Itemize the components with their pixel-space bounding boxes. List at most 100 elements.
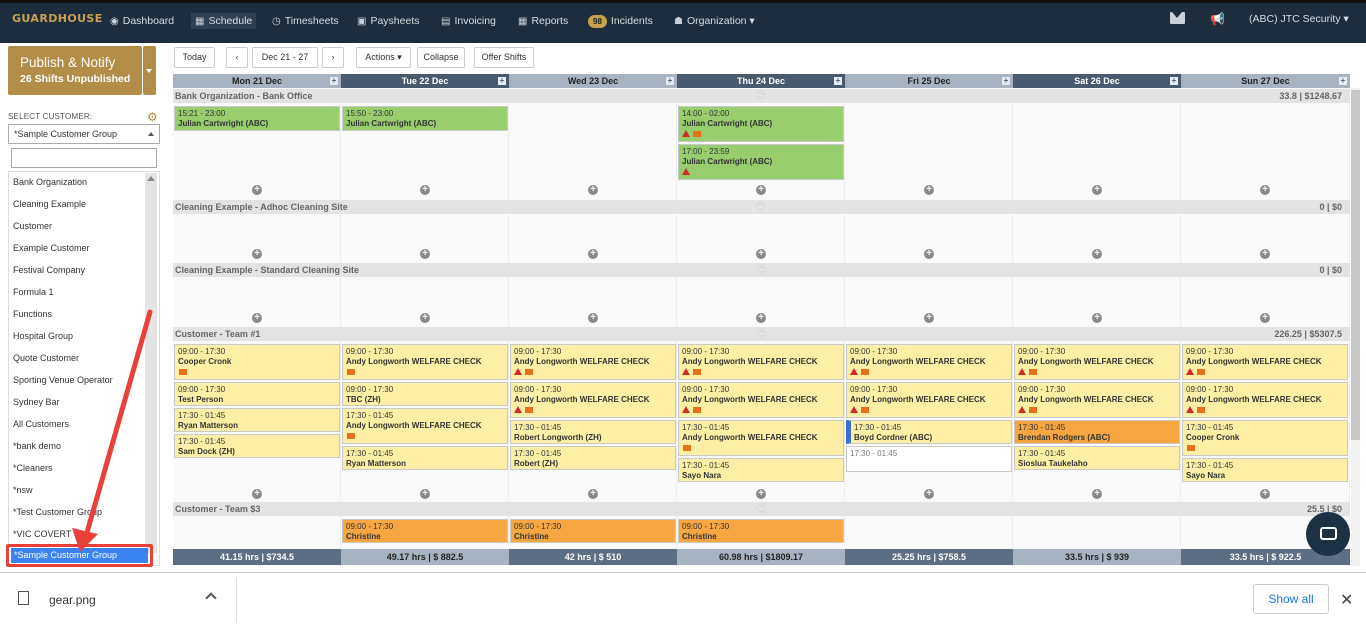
customer-option[interactable]: *Cleaners	[13, 463, 53, 473]
customer-option[interactable]: Formula 1	[13, 287, 54, 297]
shift-card[interactable]: 17:30 - 01:45 Sayo Nara	[1182, 458, 1348, 482]
nav-timesheets[interactable]: ◷ Timesheets	[272, 13, 339, 29]
close-icon[interactable]: ✕	[1340, 592, 1354, 609]
add-shift-icon[interactable]: +	[420, 249, 430, 259]
shift-card[interactable]: 09:00 - 17:30 Christine	[342, 519, 508, 543]
collapse-icon[interactable]: –	[756, 201, 766, 211]
shift-card[interactable]: 17:30 - 01:45 Boyd Cordner (ABC)	[846, 420, 1012, 444]
customer-option[interactable]: Sydney Bar	[13, 397, 60, 407]
add-shift-icon[interactable]: +	[756, 489, 766, 499]
add-shift-icon[interactable]: +	[1092, 185, 1102, 195]
shift-card[interactable]: 17:30 - 01:45 Sayo Nara	[678, 458, 844, 482]
nav-reports[interactable]: ▦ Reports	[518, 13, 568, 29]
scroll-up-arrow-icon[interactable]	[147, 176, 155, 181]
add-shift-icon[interactable]: +	[588, 249, 598, 259]
add-shift-icon[interactable]: +	[756, 313, 766, 323]
customer-option[interactable]: Functions	[13, 309, 53, 319]
shift-card[interactable]: 17:30 - 01:45 Andy Longworth WELFARE CHEC…	[678, 420, 844, 456]
add-shift-icon[interactable]: +	[252, 185, 262, 195]
add-shift-icon[interactable]: +	[1092, 313, 1102, 323]
add-shift-icon[interactable]: +	[1092, 249, 1102, 259]
customer-option[interactable]: Festival Company	[13, 265, 86, 275]
nav-paysheets[interactable]: ▣ Paysheets	[357, 13, 419, 29]
shift-card[interactable]: 09:00 - 17:30 Andy Longworth WELFARE CHEC…	[1014, 344, 1180, 380]
collapse-icon[interactable]: –	[756, 264, 766, 274]
shift-card[interactable]: 09:00 - 17:30 Andy Longworth WELFARE CHEC…	[678, 344, 844, 380]
add-shift-icon[interactable]: +	[1260, 489, 1270, 499]
nav-schedule[interactable]: ▦ Schedule	[191, 13, 257, 29]
add-shift-icon[interactable]: +	[420, 489, 430, 499]
customer-select[interactable]: *Sample Customer Group	[8, 124, 160, 144]
nav-incidents[interactable]: 98 Incidents	[588, 13, 653, 29]
shift-card[interactable]: 17:30 - 01:45 Sam Dock (ZH)	[174, 434, 340, 458]
customer-option[interactable]: *VIC COVERT	[13, 529, 72, 539]
add-shift-icon[interactable]: +	[252, 313, 262, 323]
shift-card[interactable]: 09:00 - 17:30 Andy Longworth WELFARE CHEC…	[846, 344, 1012, 380]
shift-card[interactable]: 17:30 - 01:45 Ryan Matterson	[174, 408, 340, 432]
megaphone-icon[interactable]: 📢	[1210, 12, 1225, 26]
add-shift-icon[interactable]: +	[756, 249, 766, 259]
add-shift-icon[interactable]: +	[1260, 249, 1270, 259]
show-all-button[interactable]: Show all	[1253, 584, 1329, 614]
envelope-icon[interactable]	[1170, 12, 1185, 24]
shift-card[interactable]: 17:30 - 01:45 Cooper Cronk	[1182, 420, 1348, 456]
shift-card[interactable]: 09:00 - 17:30 Christine	[510, 519, 676, 543]
shift-card[interactable]: 14:00 - 02:00 Julian Cartwright (ABC)	[678, 106, 844, 142]
shift-card[interactable]: 17:30 - 01:45 Andy Longworth WELFARE CHEC…	[342, 408, 508, 444]
add-shift-icon[interactable]: +	[252, 249, 262, 259]
customer-option[interactable]: Bank Organization	[13, 177, 88, 187]
customer-option[interactable]: Customer	[13, 221, 53, 231]
next-week-button[interactable]: ›	[322, 47, 344, 68]
app-logo[interactable]: GUARDHOUSE	[12, 12, 103, 25]
customer-option[interactable]: Quote Customer	[13, 353, 80, 363]
grid-scrollbar-thumb[interactable]	[1351, 90, 1360, 440]
collapse-button[interactable]: Collapse	[417, 47, 465, 68]
customer-option[interactable]: Cleaning Example	[13, 199, 87, 209]
shift-card[interactable]: 17:30 - 01:45 Ryan Matterson	[342, 446, 508, 470]
add-shift-icon[interactable]: +	[924, 313, 934, 323]
gear-icon[interactable]: ⚙	[147, 110, 158, 124]
shift-card[interactable]: 09:00 - 17:30 Test Person	[174, 382, 340, 406]
plus-icon[interactable]: +	[1339, 76, 1347, 85]
download-filename[interactable]: gear.png	[49, 593, 96, 607]
shift-card[interactable]: 17:30 - 01:45 Sioslua Taukelaho	[1014, 446, 1180, 470]
offer-shifts-button[interactable]: Offer Shifts	[474, 47, 534, 68]
publish-notify-button[interactable]: Publish & Notify 26 Shifts Unpublished	[8, 46, 142, 95]
prev-week-button[interactable]: ‹	[226, 47, 248, 68]
customer-option[interactable]: Hospital Group	[13, 331, 74, 341]
shift-card[interactable]: 09:00 - 17:30 Cooper Cronk	[174, 344, 340, 380]
nav-organization[interactable]: ☗ Organization ▾	[674, 15, 755, 27]
plus-icon[interactable]: +	[666, 76, 674, 85]
shift-card-empty[interactable]: 17:30 - 01:45	[846, 446, 1012, 472]
customer-search-input[interactable]	[11, 148, 157, 168]
shift-card[interactable]: 09:00 - 17:30 Andy Longworth WELFARE CHEC…	[1182, 344, 1348, 380]
nav-dashboard[interactable]: ◉ Dashboard	[110, 13, 174, 29]
shift-card[interactable]: 09:00 - 17:30 Andy Longworth WELFARE CHEC…	[342, 344, 508, 380]
shift-card[interactable]: 09:00 - 17:30 TBC (ZH)	[342, 382, 508, 406]
collapse-icon[interactable]: –	[756, 90, 766, 100]
plus-icon[interactable]: +	[498, 76, 506, 85]
plus-icon[interactable]: +	[330, 76, 338, 85]
add-shift-icon[interactable]: +	[924, 185, 934, 195]
publish-dropdown-toggle[interactable]	[143, 46, 156, 95]
customer-option[interactable]: *Test Customer Group	[13, 507, 103, 517]
shift-card[interactable]: 17:30 - 01:45 Robert (ZH)	[510, 446, 676, 470]
add-shift-icon[interactable]: +	[588, 489, 598, 499]
add-shift-icon[interactable]: +	[420, 185, 430, 195]
add-shift-icon[interactable]: +	[1260, 313, 1270, 323]
shift-card[interactable]: 09:00 - 17:30 Andy Longworth WELFARE CHEC…	[846, 382, 1012, 418]
collapse-icon[interactable]: –	[756, 328, 766, 338]
actions-dropdown[interactable]: Actions ▾	[356, 47, 411, 68]
shift-card[interactable]: 09:00 - 17:30 Christine	[678, 519, 844, 543]
add-shift-icon[interactable]: +	[588, 313, 598, 323]
customer-option[interactable]: Sporting Venue Operator	[13, 375, 113, 385]
add-shift-icon[interactable]: +	[420, 313, 430, 323]
shift-card[interactable]: 17:30 - 01:45 Brendan Rodgers (ABC)	[1014, 420, 1180, 444]
customer-option[interactable]: *nsw	[13, 485, 33, 495]
customer-option[interactable]: All Customers	[13, 419, 70, 429]
shift-card[interactable]: 17:30 - 01:45 Robert Longworth (ZH)	[510, 420, 676, 444]
customer-option[interactable]: *bank demo	[13, 441, 62, 451]
today-button[interactable]: Today	[174, 47, 215, 68]
user-menu[interactable]: (ABC) JTC Security ▾	[1249, 13, 1349, 25]
collapse-icon[interactable]: –	[756, 503, 766, 513]
